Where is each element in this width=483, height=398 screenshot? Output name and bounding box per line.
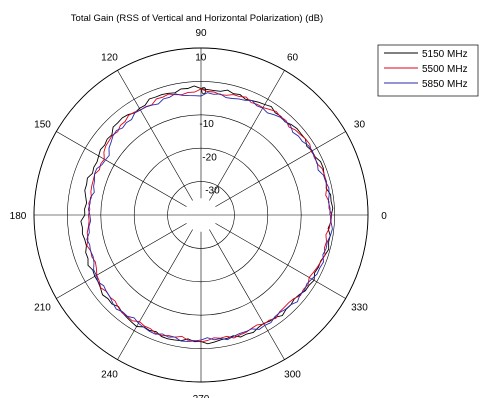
radial-label: -10 (199, 119, 214, 130)
angle-label: 0 (381, 211, 387, 222)
spoke-line (209, 229, 285, 360)
angle-label: 150 (34, 120, 51, 131)
angle-label: 270 (193, 394, 210, 398)
angle-label: 240 (101, 369, 118, 380)
angle-label: 60 (287, 53, 299, 64)
angle-label: 90 (195, 28, 207, 39)
spoke-line (56, 223, 187, 299)
spoke-line (56, 131, 187, 207)
polar-grid (33, 47, 369, 383)
spoke-line (117, 229, 193, 360)
radial-labels: -30 -20 -10 0 10 (195, 53, 220, 197)
series-line-2 (86, 88, 333, 343)
spoke-line (215, 131, 346, 207)
angle-label: 30 (354, 120, 366, 131)
chart-title: Total Gain (RSS of Vertical and Horizont… (71, 13, 323, 24)
radial-label: 0 (201, 86, 207, 97)
radial-label: -30 (205, 186, 220, 197)
series-line-3 (86, 92, 333, 342)
legend-label: 5150 MHz (422, 49, 468, 60)
spoke-line (117, 70, 193, 201)
radial-label: -20 (202, 152, 217, 163)
angle-label: 120 (101, 53, 118, 64)
legend-label: 5850 MHz (422, 79, 468, 90)
legend: 5150 MHz 5500 MHz 5850 MHz (377, 44, 479, 97)
angle-label: 330 (351, 303, 368, 314)
legend-label: 5500 MHz (422, 64, 468, 75)
series-line-1 (80, 85, 334, 345)
radial-label: 10 (195, 53, 207, 64)
series-group (80, 85, 334, 345)
spoke-line (215, 223, 346, 299)
angle-labels: 0 30 60 90 120 150 180 210 240 270 300 330 (10, 28, 388, 398)
angle-label: 210 (34, 303, 51, 314)
angle-label: 180 (10, 211, 27, 222)
angle-label: 300 (284, 369, 301, 380)
spoke-line (209, 70, 285, 201)
